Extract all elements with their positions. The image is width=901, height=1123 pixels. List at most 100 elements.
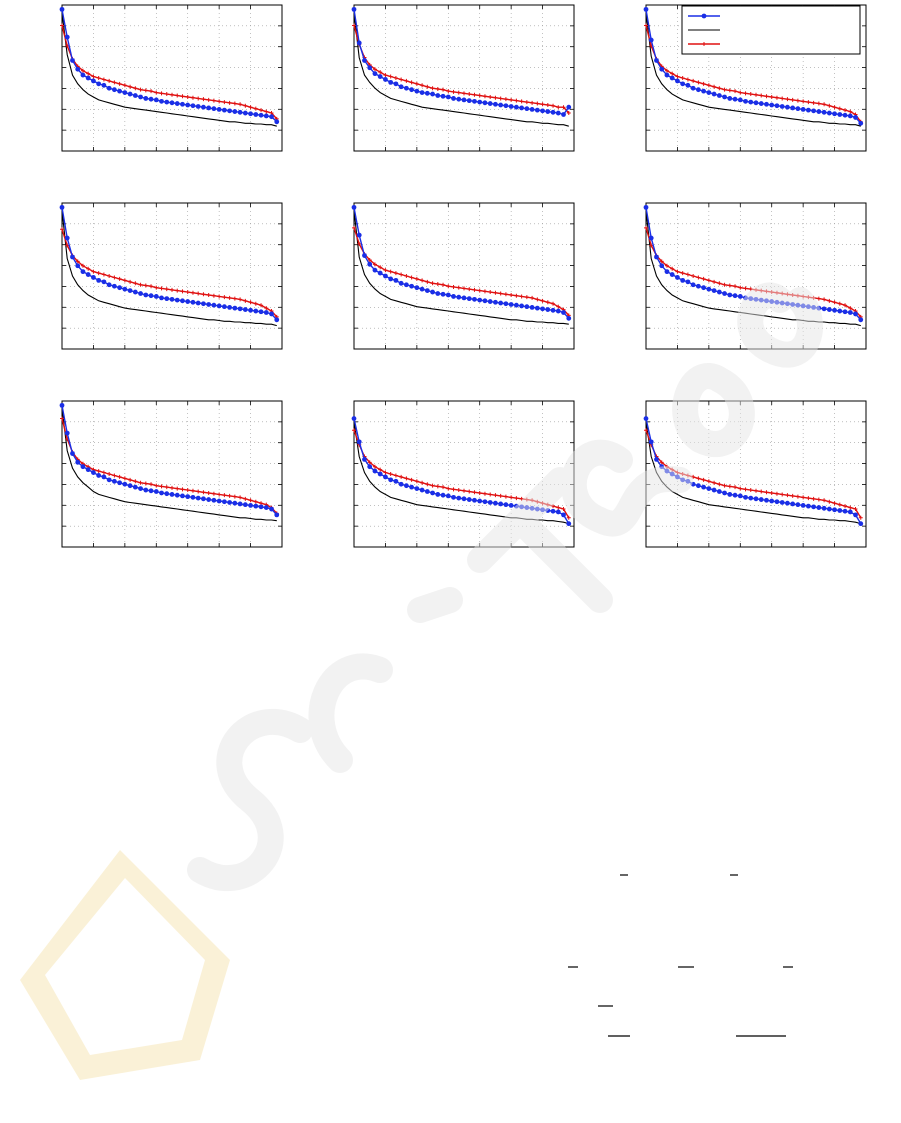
- point-marker-blue: [80, 464, 86, 470]
- point-marker-blue: [654, 457, 659, 462]
- point-marker-blue: [362, 58, 367, 63]
- point-marker-blue: [493, 500, 498, 506]
- point-marker-red: [644, 225, 648, 230]
- point-marker-blue: [132, 289, 138, 295]
- point-marker-blue: [764, 298, 769, 304]
- point-marker-blue: [419, 286, 425, 292]
- point-marker-blue: [758, 101, 764, 106]
- point-marker-red: [759, 489, 764, 494]
- point-marker-red: [60, 416, 64, 421]
- point-marker-blue: [409, 484, 415, 490]
- point-marker-red: [248, 105, 253, 110]
- point-marker-blue: [143, 292, 149, 298]
- point-marker-blue: [117, 480, 123, 486]
- point-marker-blue: [461, 97, 467, 103]
- point-marker-red: [545, 300, 550, 305]
- point-marker-red: [837, 502, 842, 507]
- point-marker-red: [503, 97, 508, 102]
- point-marker-red: [551, 103, 556, 108]
- point-marker-red: [430, 483, 435, 488]
- point-marker-red: [685, 272, 690, 277]
- point-marker-blue: [101, 82, 107, 88]
- point-marker-blue: [195, 495, 201, 501]
- point-marker-blue: [858, 521, 864, 527]
- point-marker-red: [832, 300, 837, 305]
- point-marker-blue: [847, 509, 853, 515]
- axes-frame: [353, 400, 575, 548]
- legend-box: [681, 5, 861, 55]
- point-marker-red: [659, 259, 664, 264]
- point-marker-blue: [769, 299, 775, 304]
- point-marker-red: [795, 98, 800, 103]
- point-marker-blue: [253, 308, 259, 314]
- point-marker-blue: [216, 106, 222, 112]
- point-marker-red: [393, 473, 398, 478]
- point-marker-blue: [190, 103, 196, 109]
- point-marker-blue: [711, 288, 717, 293]
- point-marker-blue: [795, 302, 801, 308]
- point-marker-blue: [503, 301, 509, 307]
- point-marker-blue: [398, 84, 404, 90]
- point-marker-red: [664, 263, 669, 268]
- point-marker-red: [185, 94, 190, 99]
- point-marker-red: [227, 295, 232, 300]
- point-marker-red: [472, 92, 477, 97]
- point-marker-blue: [472, 98, 477, 104]
- point-marker-blue: [790, 302, 796, 307]
- point-marker-blue: [837, 112, 843, 117]
- point-marker-blue: [269, 311, 274, 317]
- point-marker-blue: [648, 37, 654, 43]
- point-marker-red: [196, 489, 201, 494]
- point-marker-red: [816, 101, 821, 106]
- point-marker-blue: [64, 430, 70, 436]
- point-marker-red: [367, 257, 372, 262]
- point-marker-blue: [111, 478, 117, 484]
- point-marker-red: [201, 292, 206, 297]
- point-marker-red: [107, 78, 112, 83]
- point-marker-blue: [221, 304, 227, 310]
- point-marker-blue: [148, 96, 154, 102]
- point-marker-blue: [466, 296, 472, 302]
- point-marker-blue: [440, 93, 446, 99]
- point-marker-blue: [519, 105, 525, 111]
- point-marker-red: [556, 304, 561, 309]
- point-marker-red: [827, 103, 832, 108]
- point-marker-blue: [377, 471, 383, 477]
- point-marker-blue: [169, 100, 175, 106]
- point-marker-blue: [519, 303, 525, 309]
- point-marker-red: [519, 99, 524, 104]
- point-marker-blue: [430, 91, 435, 97]
- point-marker-red: [524, 100, 529, 105]
- point-marker-red: [378, 467, 383, 472]
- point-marker-blue: [758, 497, 764, 502]
- point-marker-red: [112, 473, 117, 478]
- point-marker-red: [420, 83, 425, 88]
- point-marker-blue: [59, 6, 65, 12]
- point-marker-blue: [716, 489, 722, 494]
- point-marker-red: [243, 496, 248, 501]
- point-marker-red: [190, 95, 195, 100]
- point-marker-red: [378, 70, 383, 75]
- point-marker-blue: [232, 109, 238, 114]
- point-marker-red: [535, 297, 540, 302]
- point-marker-blue: [445, 94, 451, 100]
- point-marker-blue: [737, 97, 743, 103]
- point-marker-blue: [842, 508, 848, 514]
- point-marker-blue: [64, 235, 70, 241]
- point-marker-blue: [451, 294, 456, 299]
- point-marker-blue: [847, 113, 853, 119]
- point-marker-red: [811, 496, 816, 501]
- point-marker-blue: [91, 470, 96, 475]
- point-marker-red: [60, 227, 64, 232]
- point-marker-blue: [85, 467, 91, 473]
- point-marker-red: [91, 74, 96, 79]
- point-marker-red: [112, 80, 117, 85]
- point-marker-blue: [513, 302, 519, 308]
- point-marker-blue: [743, 494, 748, 500]
- point-marker-blue: [482, 298, 488, 304]
- point-marker-blue: [732, 492, 738, 498]
- point-marker-blue: [664, 72, 670, 78]
- point-marker-blue: [180, 101, 185, 107]
- point-marker-blue: [64, 34, 70, 40]
- point-marker-red: [388, 269, 393, 274]
